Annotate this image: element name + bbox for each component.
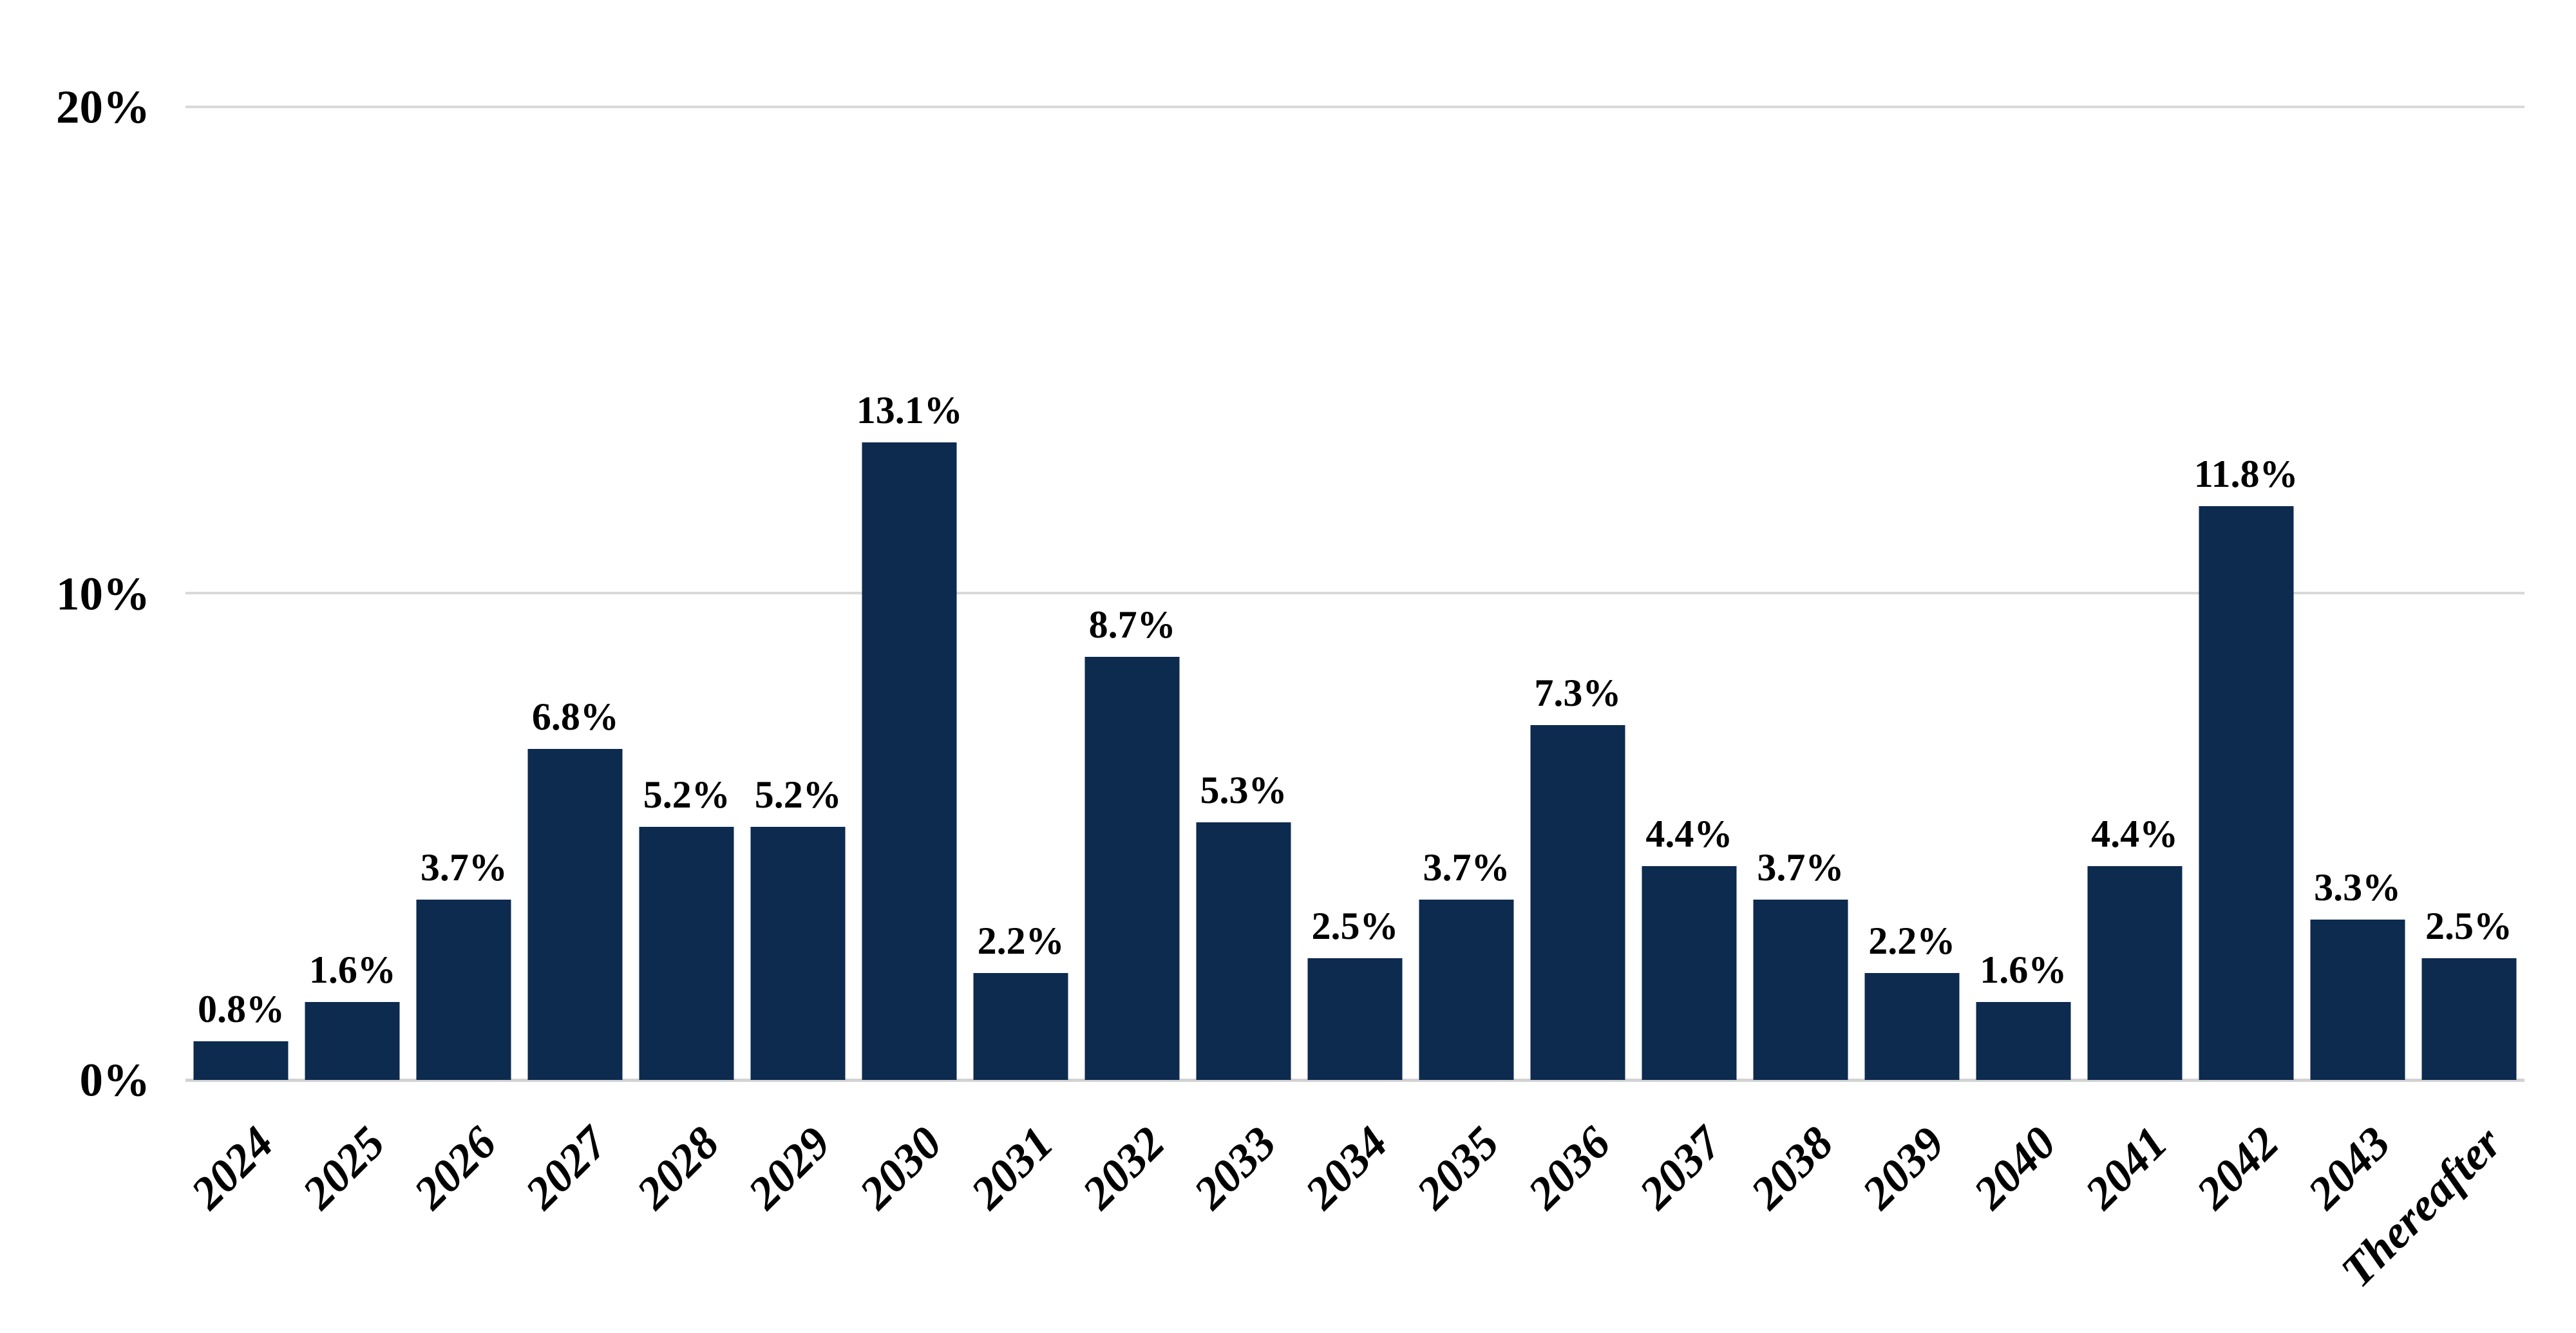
bar-column-2024: 0.8% 2024 bbox=[182, 107, 297, 1219]
x-axis-label: 2030 bbox=[849, 1117, 952, 1219]
bar-2027 bbox=[527, 749, 623, 1080]
bar-value-label: 8.7% bbox=[1088, 603, 1176, 646]
x-axis-label: 2027 bbox=[515, 1117, 618, 1219]
plot-area: 20% 10% 0% 0.8% 2024 1.6% 2025 3.7% 2026 6.8% 2… bbox=[56, 84, 2524, 1297]
y-axis-tick-20: 20% bbox=[56, 80, 150, 133]
bar-column-2038: 3.7% 2038 bbox=[1741, 107, 1856, 1219]
bar-value-label: 4.4% bbox=[2091, 812, 2179, 855]
bar-value-label: 3.7% bbox=[420, 846, 507, 889]
x-axis-label: 2032 bbox=[1072, 1117, 1175, 1219]
bar-value-label: 2.2% bbox=[977, 919, 1065, 962]
x-axis-label: 2031 bbox=[961, 1117, 1063, 1219]
x-axis-label: 2040 bbox=[1964, 1117, 2066, 1219]
bar-column-2040: 1.6% 2040 bbox=[1964, 107, 2079, 1219]
bar-2035 bbox=[1419, 900, 1514, 1080]
bar-value-label: 5.2% bbox=[643, 773, 730, 817]
bar-column-2030: 13.1% 2030 bbox=[850, 107, 965, 1218]
bar-value-label: 6.8% bbox=[531, 695, 619, 739]
bar-value-label: 2.2% bbox=[1868, 919, 1956, 962]
gridline-20pct bbox=[185, 106, 2524, 108]
bar-2025 bbox=[305, 1002, 400, 1080]
bar-column-2036: 7.3% 2036 bbox=[1518, 107, 1633, 1219]
x-axis-label: 2041 bbox=[2075, 1117, 2177, 1219]
bar-2032 bbox=[1084, 656, 1180, 1080]
bar-column-2026: 3.7% 2026 bbox=[404, 107, 520, 1219]
x-axis-label: 2038 bbox=[1741, 1117, 1843, 1219]
x-axis-label: 2043 bbox=[2297, 1117, 2400, 1219]
x-axis-line bbox=[185, 1079, 2524, 1082]
bar-column-2032: 8.7% 2032 bbox=[1072, 107, 1188, 1219]
bar-2037 bbox=[1642, 865, 1737, 1080]
x-axis-label: 2036 bbox=[1518, 1117, 1620, 1219]
bar-2036 bbox=[1530, 724, 1625, 1080]
bar-column-Thereafter: 2.5% Thereafter bbox=[2331, 107, 2524, 1297]
x-axis-label: 2037 bbox=[1629, 1117, 1732, 1219]
bar-2038 bbox=[1753, 900, 1848, 1080]
bar-column-2041: 4.4% 2041 bbox=[2075, 107, 2190, 1219]
y-axis-tick-0: 0% bbox=[79, 1054, 151, 1106]
bar-value-label: 3.3% bbox=[2314, 865, 2401, 909]
bar-2030 bbox=[862, 442, 957, 1080]
gridline-10pct bbox=[185, 592, 2524, 594]
bar-Thereafter bbox=[2421, 958, 2517, 1080]
bar-2029 bbox=[750, 827, 846, 1080]
x-axis-label: 2025 bbox=[292, 1117, 395, 1219]
bar-value-label: 4.4% bbox=[1645, 812, 1733, 855]
bar-2034 bbox=[1307, 958, 1403, 1080]
bar-column-2028: 5.2% 2028 bbox=[627, 107, 743, 1219]
bar-column-2035: 3.7% 2035 bbox=[1406, 107, 1522, 1219]
x-axis-label: 2042 bbox=[2186, 1117, 2289, 1219]
bar-value-label: 11.8% bbox=[2193, 452, 2298, 495]
bar-column-2034: 2.5% 2034 bbox=[1295, 107, 1411, 1219]
bar-2024 bbox=[193, 1041, 289, 1080]
bar-value-label: 0.8% bbox=[197, 987, 285, 1030]
bar-value-label: 1.6% bbox=[1980, 949, 2067, 992]
x-axis-label: 2033 bbox=[1184, 1117, 1286, 1219]
bar-2026 bbox=[416, 900, 511, 1080]
bar-column-2025: 1.6% 2025 bbox=[293, 107, 408, 1219]
bar-2043 bbox=[2310, 919, 2405, 1080]
x-axis-label: 2028 bbox=[627, 1117, 730, 1219]
bar-column-2031: 2.2% 2031 bbox=[961, 107, 1077, 1219]
bar-column-2043: 3.3% 2043 bbox=[2298, 107, 2413, 1219]
bar-value-label: 5.2% bbox=[754, 773, 842, 817]
bar-value-label: 2.5% bbox=[1311, 905, 1399, 948]
bar-2042 bbox=[2199, 506, 2294, 1080]
x-axis-label: 2029 bbox=[738, 1117, 840, 1219]
bar-2033 bbox=[1196, 822, 1291, 1080]
bar-2039 bbox=[1864, 972, 1960, 1080]
x-axis-label: 2026 bbox=[404, 1117, 507, 1219]
y-axis-tick-10: 10% bbox=[56, 567, 150, 619]
bar-value-label: 13.1% bbox=[856, 389, 963, 432]
bar-value-label: 1.6% bbox=[308, 949, 396, 992]
bar-column-2033: 5.3% 2033 bbox=[1184, 107, 1300, 1219]
bar-2028 bbox=[639, 827, 734, 1080]
bar-column-2029: 5.2% 2029 bbox=[739, 107, 854, 1219]
bar-series: 0.8% 2024 1.6% 2025 3.7% 2026 6.8% 2027 5.2% 2028… bbox=[182, 107, 2524, 1297]
bar-value-label: 2.5% bbox=[2425, 905, 2513, 948]
bar-2040 bbox=[1976, 1002, 2071, 1080]
bar-2041 bbox=[2087, 865, 2183, 1080]
bar-column-2039: 2.2% 2039 bbox=[1852, 107, 1967, 1219]
bar-column-2037: 4.4% 2037 bbox=[1629, 107, 1745, 1219]
x-axis-label: 2024 bbox=[181, 1117, 284, 1219]
bar-value-label: 7.3% bbox=[1534, 671, 1622, 714]
bar-value-label: 3.7% bbox=[1423, 846, 1510, 889]
x-axis-label: 2039 bbox=[1852, 1117, 1955, 1219]
x-axis-label: 2034 bbox=[1295, 1117, 1397, 1219]
bar-column-2027: 6.8% 2027 bbox=[516, 107, 631, 1219]
x-axis-label: 2035 bbox=[1406, 1117, 1509, 1219]
bar-value-label: 5.3% bbox=[1200, 768, 1287, 811]
bar-column-2042: 11.8% 2042 bbox=[2186, 107, 2302, 1219]
bar-value-label: 3.7% bbox=[1757, 846, 1844, 889]
bar-2031 bbox=[973, 972, 1068, 1080]
